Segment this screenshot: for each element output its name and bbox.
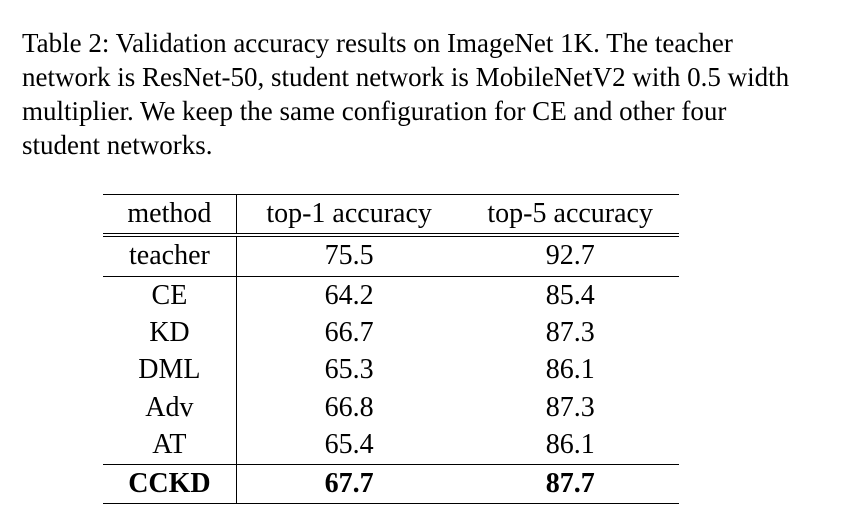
header-top5: top-5 accuracy <box>487 197 653 229</box>
table-row: Adv 66.8 87.3 <box>103 389 679 427</box>
method-cell: CE <box>103 276 237 315</box>
top5-cell: 86.1 <box>545 354 595 386</box>
method-cell: CCKD <box>103 464 237 504</box>
table-row: AT 65.4 86.1 <box>103 426 679 465</box>
table-row: CE 64.2 85.4 <box>103 276 679 315</box>
method-cell: Adv <box>103 389 237 427</box>
top1-cell: 64.2 <box>324 279 374 311</box>
top5-cell: 85.4 <box>545 279 595 311</box>
method-cell: DML <box>103 351 237 390</box>
top5-cell: 87.3 <box>545 392 595 424</box>
top5-cell: 86.1 <box>545 429 595 461</box>
table-row: KD 66.7 87.3 <box>103 314 679 352</box>
top1-cell: 65.3 <box>324 354 374 386</box>
method-cell: KD <box>103 314 237 352</box>
teacher-row: teacher 75.5 92.7 <box>103 234 679 277</box>
method-cell: teacher <box>103 234 237 277</box>
top1-cell: 67.7 <box>324 467 374 499</box>
top5-cell: 92.7 <box>545 240 595 272</box>
header-method: method <box>103 194 237 235</box>
method-cell: AT <box>103 426 237 465</box>
top1-cell: 66.7 <box>324 316 374 348</box>
table-caption: Table 2: Validation accuracy results on … <box>22 28 790 160</box>
top5-cell: 87.3 <box>545 316 595 348</box>
header-top1: top-1 accuracy <box>266 197 432 229</box>
best-result-row: CCKD 67.7 87.7 <box>103 464 679 504</box>
top1-cell: 75.5 <box>324 240 374 272</box>
table-row: DML 65.3 86.1 <box>103 351 679 390</box>
top1-cell: 65.4 <box>324 429 374 461</box>
top5-cell: 87.7 <box>545 467 595 499</box>
top1-cell: 66.8 <box>324 392 374 424</box>
results-table: method top-1 accuracy top-5 accuracy tea… <box>103 194 679 504</box>
results-table-container: method top-1 accuracy top-5 accuracy tea… <box>103 194 679 504</box>
header-row: method top-1 accuracy top-5 accuracy <box>103 194 679 235</box>
